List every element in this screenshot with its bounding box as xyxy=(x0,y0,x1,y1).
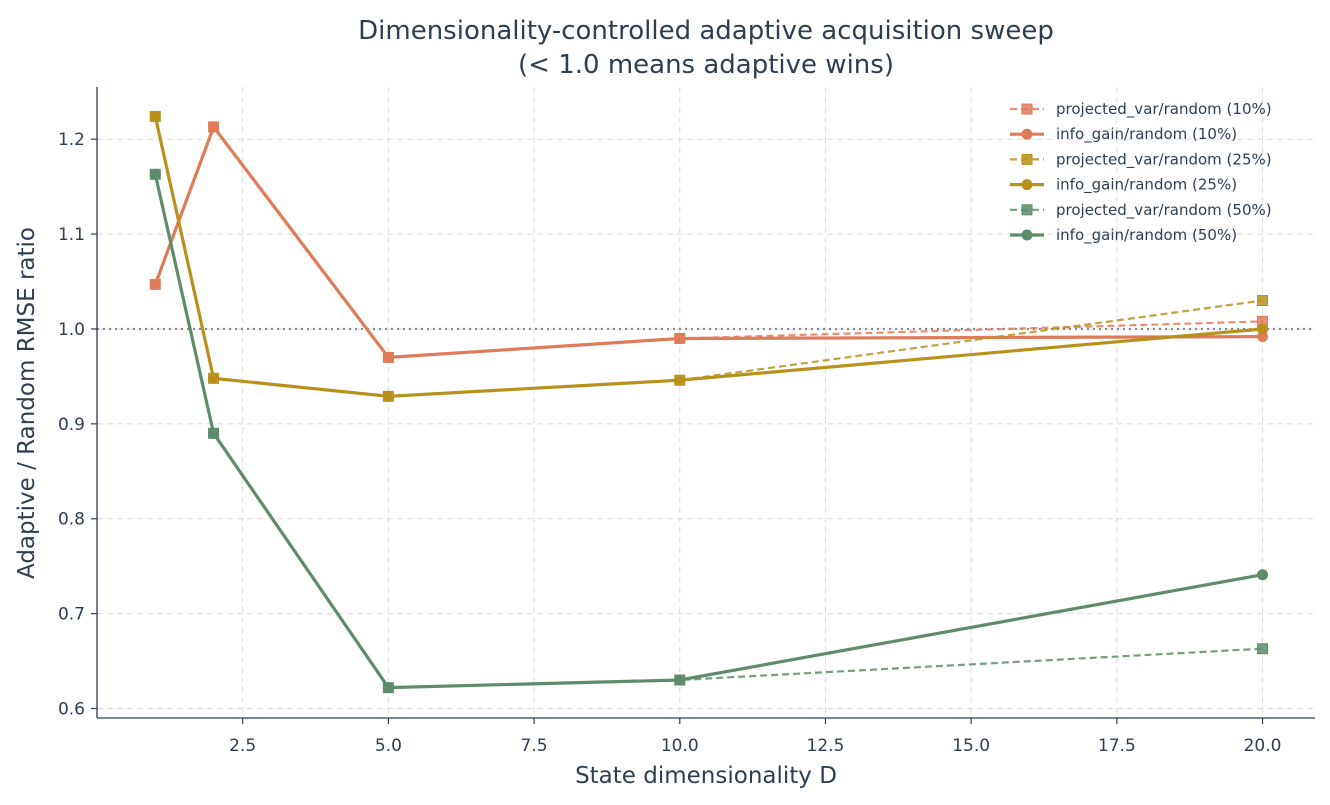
data-point-circle xyxy=(674,674,686,686)
y-ticks: 0.6 0.7 0.8 0.9 1.0 1.1 1.2 xyxy=(58,130,97,720)
series-line xyxy=(154,174,1263,689)
legend-entry: projected_var/random (50%) xyxy=(1010,201,1272,220)
x-tick-label: 7.5 xyxy=(521,736,548,756)
chart-title-line2: (< 1.0 means adaptive wins) xyxy=(518,50,894,80)
x-tick-label: 5.0 xyxy=(375,736,402,756)
legend-label: projected_var/random (50%) xyxy=(1056,201,1272,220)
series-line xyxy=(153,173,1263,690)
legend: projected_var/random (10%) info_gain/rand… xyxy=(1010,100,1272,245)
legend-label: projected_var/random (10%) xyxy=(1056,100,1272,119)
data-point-square xyxy=(1257,294,1269,306)
y-tick-label: 1.2 xyxy=(58,130,85,150)
data-point-circle xyxy=(1021,128,1033,140)
y-tick-label: 0.6 xyxy=(58,700,85,720)
data-point-square xyxy=(1021,153,1033,165)
data-point-circle xyxy=(149,110,161,122)
x-tick-label: 10.0 xyxy=(661,736,699,756)
data-point-circle xyxy=(1257,323,1269,335)
series-3 xyxy=(149,110,1269,402)
x-ticks: 2.5 5.0 7.5 10.0 12.5 15.0 17.5 20.0 xyxy=(229,718,1281,756)
data-point-circle xyxy=(674,374,686,386)
data-point-circle xyxy=(1021,179,1033,191)
y-tick-label: 0.9 xyxy=(58,415,85,435)
x-tick-label: 17.5 xyxy=(1098,736,1136,756)
data-point-circle xyxy=(149,278,161,290)
x-axis-label: State dimensionality D xyxy=(575,763,837,789)
legend-label: info_gain/random (10%) xyxy=(1056,125,1237,144)
legend-entry: projected_var/random (25%) xyxy=(1010,150,1272,169)
data-point-square xyxy=(1257,643,1269,655)
legend-entry: info_gain/random (50%) xyxy=(1010,226,1237,245)
y-tick-label: 0.7 xyxy=(58,605,85,625)
data-point-circle xyxy=(382,351,394,363)
data-point-circle xyxy=(208,427,220,439)
data-point-circle xyxy=(208,121,220,133)
data-point-circle xyxy=(382,390,394,402)
legend-label: info_gain/random (25%) xyxy=(1056,176,1237,195)
legend-entry: info_gain/random (25%) xyxy=(1010,176,1237,195)
y-tick-label: 0.8 xyxy=(58,510,85,530)
series-1 xyxy=(149,121,1269,363)
x-tick-label: 2.5 xyxy=(229,736,256,756)
series-5 xyxy=(149,168,1269,694)
y-tick-label: 1.0 xyxy=(58,320,85,340)
data-point-circle xyxy=(1021,229,1033,241)
legend-entry: info_gain/random (10%) xyxy=(1010,125,1237,144)
series-4 xyxy=(149,168,1269,694)
data-point-square xyxy=(1021,103,1033,115)
data-point-square xyxy=(1021,204,1033,216)
chart-title-line1: Dimensionality-controlled adaptive acqui… xyxy=(358,16,1054,46)
x-tick-label: 20.0 xyxy=(1244,736,1282,756)
data-point-circle xyxy=(1257,569,1269,581)
data-point-circle xyxy=(149,168,161,180)
y-axis-label: Adaptive / Random RMSE ratio xyxy=(14,227,40,579)
y-tick-label: 1.1 xyxy=(58,225,85,245)
x-tick-label: 15.0 xyxy=(952,736,990,756)
data-point-circle xyxy=(382,682,394,694)
legend-entry: projected_var/random (10%) xyxy=(1010,100,1272,119)
data-point-circle xyxy=(674,332,686,344)
data-point-circle xyxy=(208,372,220,384)
x-tick-label: 12.5 xyxy=(807,736,845,756)
legend-label: info_gain/random (50%) xyxy=(1056,226,1237,245)
legend-label: projected_var/random (25%) xyxy=(1056,150,1272,169)
series-layer xyxy=(149,110,1269,694)
